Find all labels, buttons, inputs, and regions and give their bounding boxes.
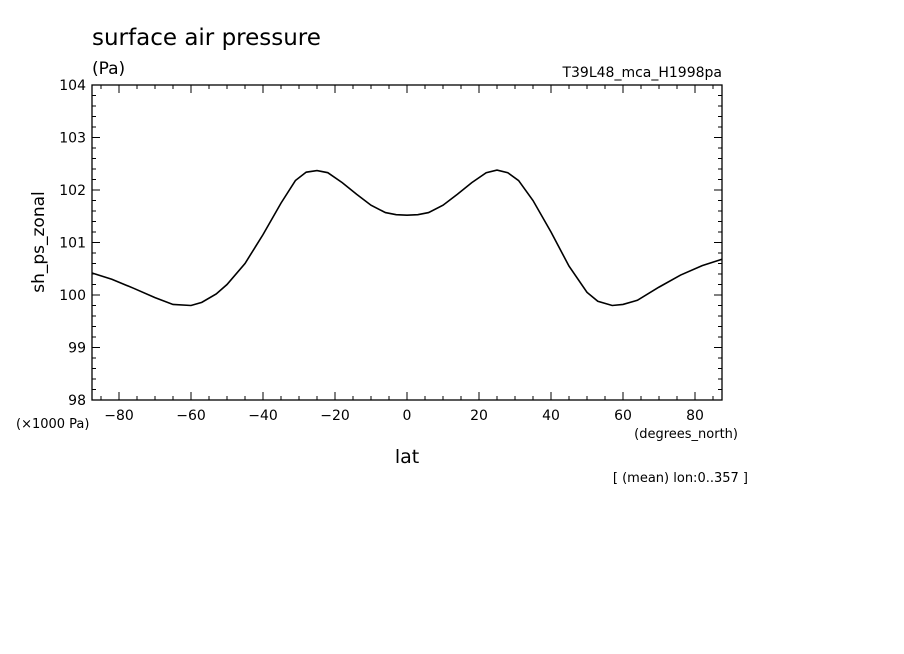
y-tick-label: 103 — [59, 131, 86, 147]
y-tick-label: 98 — [68, 393, 86, 409]
y-tick-label: 102 — [59, 183, 86, 199]
run-label: T39L48_mca_H1998pa — [561, 65, 722, 81]
tick-marks — [92, 84, 722, 401]
y-tick-label: 104 — [59, 78, 86, 94]
x-tick-label: 20 — [470, 408, 488, 424]
x-tick-label: 80 — [686, 408, 704, 424]
tick-labels: −80 −60 −40 −20 0 20 40 60 80 98 99 100 101 102 103 104 — [59, 78, 704, 424]
x-tick-label: −20 — [320, 408, 350, 424]
x-tick-label: 0 — [403, 408, 412, 424]
x-tick-label: −60 — [176, 408, 206, 424]
x-tick-label: 60 — [614, 408, 632, 424]
mean-note: [ (mean) lon:0..357 ] — [613, 471, 748, 486]
x-axis-label: lat — [395, 446, 419, 468]
y-axis-label: sh_ps_zonal — [29, 191, 49, 293]
y-scale-note: (×1000 Pa) — [16, 417, 89, 432]
y-tick-label: 100 — [59, 288, 86, 304]
x-tick-label: 40 — [542, 408, 560, 424]
chart-units: (Pa) — [92, 59, 125, 79]
plot-frame — [91, 84, 723, 401]
chart-title: surface air pressure — [92, 25, 321, 51]
x-units-label: (degrees_north) — [634, 427, 738, 442]
x-tick-label: −40 — [248, 408, 278, 424]
y-tick-label: 99 — [68, 341, 86, 357]
series-line — [91, 169, 723, 307]
y-tick-label: 101 — [59, 236, 86, 252]
x-tick-label: −80 — [104, 408, 134, 424]
